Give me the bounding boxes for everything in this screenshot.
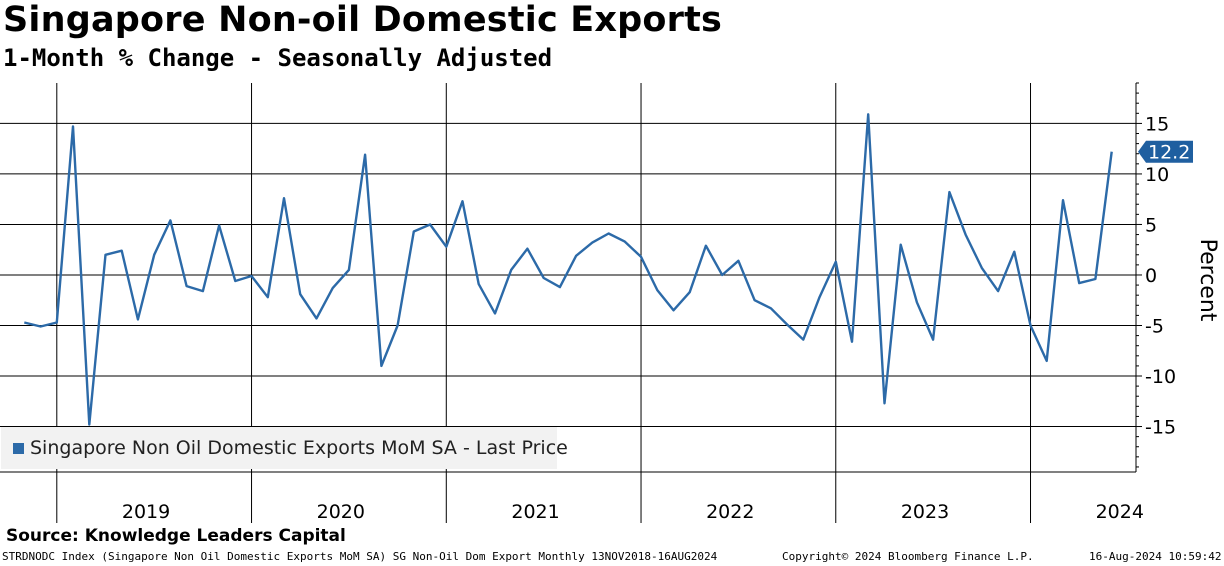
x-tick-label: 2021 [511,501,559,523]
y-tick-label: 0 [1145,265,1157,287]
y-tick-label: 15 [1145,113,1169,135]
legend-swatch [13,443,24,454]
x-tick-label: 2023 [901,501,949,523]
chart-title: Singapore Non-oil Domestic Exports [3,0,723,40]
source-note: Source: Knowledge Leaders Capital [6,526,346,546]
x-tick-label: 2019 [122,501,170,523]
footer-copyright: Copyright© 2024 Bloomberg Finance L.P. [782,550,1034,563]
chart-subtitle: 1-Month % Change - Seasonally Adjusted [3,44,553,72]
footer-timestamp: 16-Aug-2024 10:59:42 [1089,550,1222,563]
y-tick-label: 10 [1145,164,1169,186]
footer-index-info: STRDNODC Index (Singapore Non Oil Domest… [2,550,718,563]
last-value-badge [1138,140,1193,163]
x-tick-label: 2020 [317,501,365,523]
y-tick-label: -10 [1145,366,1176,388]
x-tick-label: 2022 [706,501,754,523]
y-tick-label: 5 [1145,214,1157,236]
y-axis-title: Percent [1195,239,1220,322]
x-tick-label: 2024 [1096,501,1144,523]
chart-legend: Singapore Non Oil Domestic Exports MoM S… [1,427,568,469]
last-value-label: 12.2 [1148,142,1190,164]
series-line [24,113,1113,426]
y-tick-label: -15 [1145,417,1176,439]
legend-label: Singapore Non Oil Domestic Exports MoM S… [30,437,568,459]
y-tick-label: -5 [1145,315,1164,337]
